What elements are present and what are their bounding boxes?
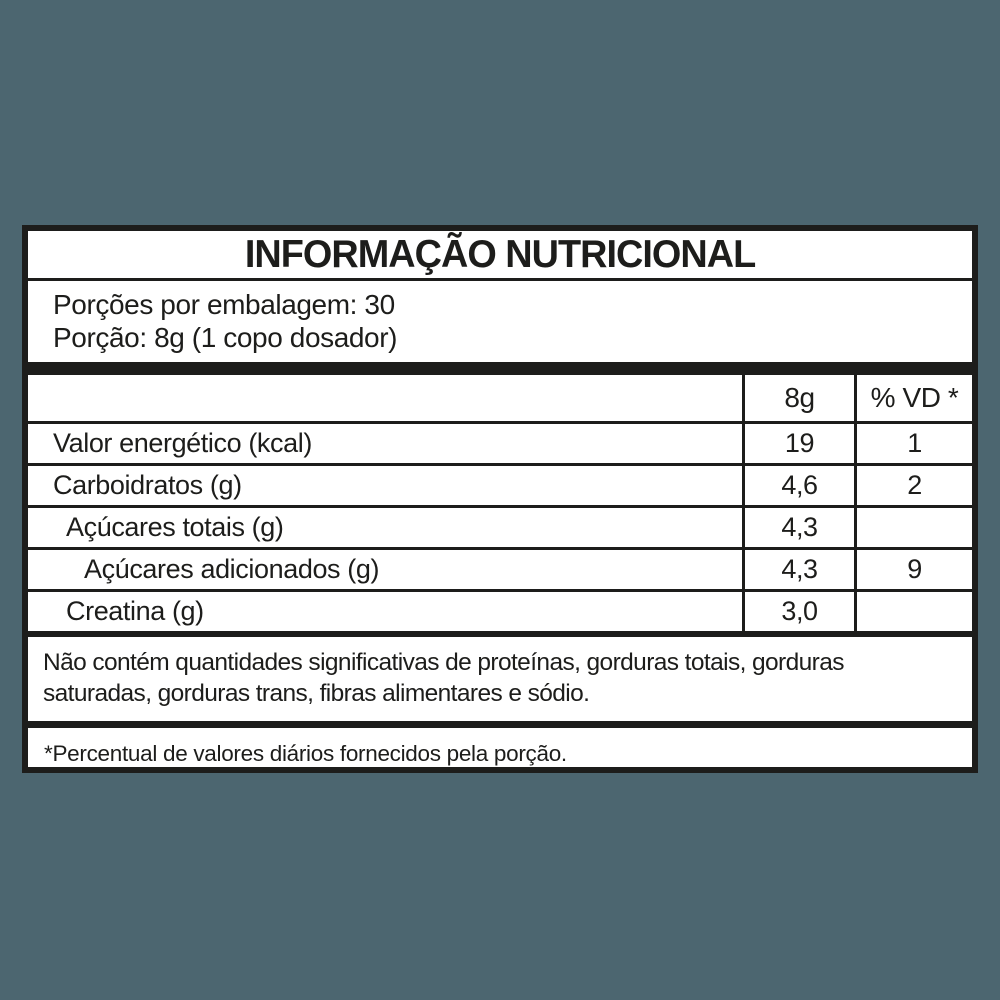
- table-row: Açúcares totais (g) 4,3: [28, 505, 972, 547]
- nutrient-amount: 4,3: [742, 508, 854, 547]
- nutrient-amount: 4,6: [742, 466, 854, 505]
- nutrient-daily-value: 9: [854, 550, 972, 589]
- header-amount-column: 8g: [742, 375, 854, 421]
- nutrient-name: Valor energético (kcal): [53, 428, 312, 458]
- header-daily-value-column: % VD *: [854, 375, 972, 421]
- nutrient-amount: 4,3: [742, 550, 854, 589]
- daily-value-footnote: *Percentual de valores diários fornecido…: [44, 741, 567, 766]
- servings-per-package: Porções por embalagem: 30: [53, 289, 395, 320]
- table-body: Valor energético (kcal) 19 1 Carboidrato…: [28, 421, 972, 631]
- nutrient-amount: 19: [742, 424, 854, 463]
- header-nutrient-column: [28, 375, 742, 421]
- label-title-block: INFORMAÇÃO NUTRICIONAL: [28, 231, 972, 281]
- nutrition-table: 8g % VD * Valor energético (kcal) 19 1 C…: [28, 375, 972, 637]
- nutrient-daily-value: 1: [854, 424, 972, 463]
- nutrient-name: Açúcares adicionados (g): [84, 554, 380, 584]
- servings-block: Porções por embalagem: 30 Porção: 8g (1 …: [28, 281, 972, 362]
- table-row: Valor energético (kcal) 19 1: [28, 421, 972, 463]
- label-title: INFORMAÇÃO NUTRICIONAL: [244, 232, 756, 276]
- table-row: Açúcares adicionados (g) 4,3 9: [28, 547, 972, 589]
- nutrition-label-panel: INFORMAÇÃO NUTRICIONAL Porções por embal…: [22, 225, 978, 773]
- portion-size: Porção: 8g (1 copo dosador): [53, 322, 398, 353]
- nutrient-amount: 3,0: [742, 592, 854, 631]
- table-row: Carboidratos (g) 4,6 2: [28, 463, 972, 505]
- footnote-divider-bar: [28, 721, 972, 728]
- nutrient-daily-value: 2: [854, 466, 972, 505]
- table-bottom-rule: [28, 631, 972, 637]
- nutrient-name: Creatina (g): [66, 596, 204, 626]
- section-divider-bar: [28, 362, 972, 375]
- insignificant-amounts-note: Não contém quantidades significativas de…: [43, 649, 845, 707]
- nutrient-name: Açúcares totais (g): [66, 512, 284, 542]
- nutrient-daily-value: [854, 508, 972, 547]
- table-header-row: 8g % VD *: [28, 375, 972, 421]
- nutrient-name: Carboidratos (g): [53, 470, 242, 500]
- table-row: Creatina (g) 3,0: [28, 589, 972, 631]
- nutrient-daily-value: [854, 592, 972, 631]
